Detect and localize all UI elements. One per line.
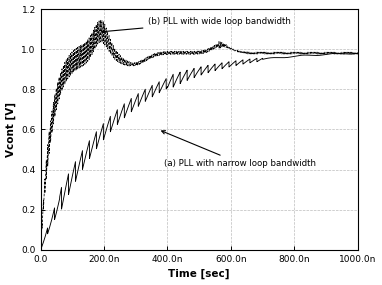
X-axis label: Time [sec]: Time [sec] <box>168 269 230 280</box>
Y-axis label: Vcont [V]: Vcont [V] <box>6 102 16 157</box>
Text: (b) PLL with wide loop bandwidth: (b) PLL with wide loop bandwidth <box>102 17 291 33</box>
Text: (a) PLL with narrow loop bandwidth: (a) PLL with narrow loop bandwidth <box>162 131 316 168</box>
